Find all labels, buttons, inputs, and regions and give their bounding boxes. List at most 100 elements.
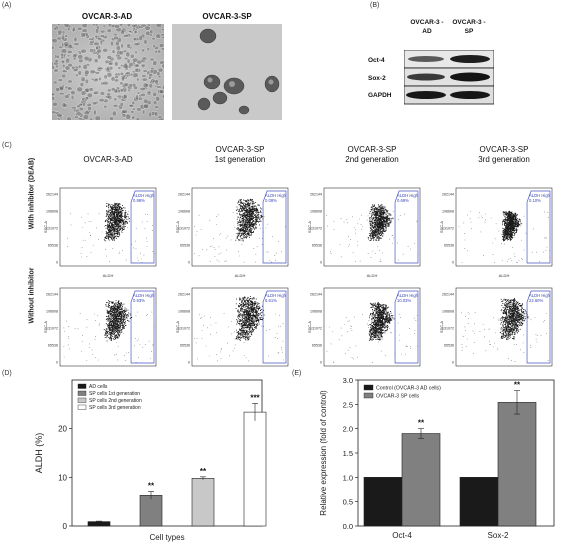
flow-ytick: 196608 [178,210,190,214]
scattered-events [63,311,155,363]
flow-ytick: 0 [452,361,454,365]
legend-swatch [363,392,374,399]
bar-Sox-2-0 [459,477,499,527]
western-blot [404,50,494,105]
blot-col-sp: OVCAR-3 -SP [452,19,486,35]
flow-ytick: 65536 [312,344,322,348]
flow-ytick: 196608 [442,310,454,314]
gate-name: ALDH High [529,193,551,198]
y-axis-label: Relative expression (fold of control) [319,390,328,516]
flow-ytick: 262144 [310,193,322,197]
panel-label-c: (C) [2,142,12,149]
legend-swatch [77,404,87,410]
y-tick-label: 0.5 [343,498,353,507]
aldh-high-gate [526,190,551,264]
flow-xaxis-label: ALDH [367,273,378,278]
flow-ytick: 262144 [178,193,190,197]
band-sox2-ad [407,73,445,81]
flow-ytick: 0 [56,361,58,365]
bar-Oct-4-0 [363,477,403,527]
gate-value: 0.10% [529,198,541,203]
y-tick-label: 3.0 [343,376,353,385]
panel-label-b: (B) [370,2,380,9]
flow-ytick: 131072 [310,327,322,331]
scattered-events [67,211,155,263]
flow-ytick: 196608 [310,210,322,214]
flow-ytick: 65536 [180,244,190,248]
bar-1 [139,495,163,527]
scattered-events [326,313,418,363]
panel-a-left-title: OVCAR-3-AD [81,12,133,21]
gate-name: ALDH High [529,293,551,298]
legend-label: SP cells 2nd generation [89,398,142,404]
significance-mark: ** [418,419,425,428]
flow-ytick: 262144 [46,193,58,197]
flow-yaxis-label: SSC-A [307,321,312,334]
gate-value: 0.93% [133,298,145,303]
gate-name: ALDH High [397,293,419,298]
flow-ytick: 65536 [48,344,58,348]
event-cloud [103,202,130,242]
flow-ytick: 262144 [442,293,454,297]
flow-ytick: 131072 [46,227,58,231]
category-label: Sox-2 [488,531,509,540]
flow-ytick: 131072 [178,327,190,331]
flow-ytick: 0 [188,361,190,365]
y-tick-label: 0 [63,522,68,531]
flow-col-title-2: OVCAR-3-SP 2nd generation [314,145,430,165]
band-gapdh-sp [450,91,490,99]
flow-col-title-line2: 2nd generation [345,155,399,164]
aldh-high-gate [394,290,419,364]
aldh-high-gate [526,290,551,364]
gate-value: 0.98% [133,198,145,203]
flow-col-title-line1: OVCAR-3-SP [347,145,397,154]
flow-xaxis-label: ALDH [235,273,246,278]
y-axis-label: ALDH (%) [34,433,44,474]
flow-yaxis-label: SSC-A [175,321,180,334]
flow-ytick: 262144 [46,293,58,297]
gate-name: ALDH High [133,293,155,298]
flow-plot-r0-c1: 262144 196608 131072 65536 0 SSC-A ALDH ALDH Hi… [175,187,289,278]
flow-ytick: 65536 [48,244,58,248]
significance-mark: ** [148,481,155,490]
flow-ytick: 262144 [442,193,454,197]
gate-value: 0.69% [397,198,409,203]
flow-ytick: 196608 [46,210,58,214]
flow-ytick: 262144 [178,293,190,297]
flow-yaxis-label: SSC-A [175,221,180,234]
flow-ytick: 0 [320,261,322,265]
significance-mark: ** [514,381,521,390]
band-sox2-sp [450,72,490,82]
band-oct4-sp [450,55,490,63]
significance-mark: ** [200,467,207,476]
blot-col-ad: OVCAR-3 -AD [410,19,444,35]
bar-Oct-4-1 [401,433,441,527]
blot-row-oct4: Oct-4 [368,57,385,64]
event-cloud [502,210,523,242]
event-cloud [499,298,529,341]
legend-label: Control (OVCAR-3 AD cells) [376,386,441,392]
blot-row-sox2: Sox-2 [368,75,386,82]
aldh-high-gate [130,190,155,264]
flow-ytick: 65536 [444,244,454,248]
flow-ytick: 131072 [310,227,322,231]
event-cloud [368,204,394,242]
aldh-high-gate [130,290,155,364]
micrograph-ovcar3-ad [52,24,164,120]
bar-3 [243,411,267,527]
flow-ytick: 131072 [178,227,190,231]
gate-name: ALDH High [265,293,287,298]
flow-col-title-line2: 3rd generation [478,155,530,164]
gate-name: ALDH High [265,193,287,198]
flow-yaxis-label: SSC-A [43,321,48,334]
flow-plot-r0-c0: 262144 196608 131072 65536 0 SSC-A ALDH ALDH Hi… [43,187,157,278]
flow-ytick: 65536 [312,244,322,248]
bar-Sox-2-1 [497,402,537,527]
aldh-high-gate [262,190,287,264]
gate-value: 0.08% [265,198,277,203]
flow-ytick: 131072 [46,327,58,331]
flow-ytick: 0 [452,261,454,265]
